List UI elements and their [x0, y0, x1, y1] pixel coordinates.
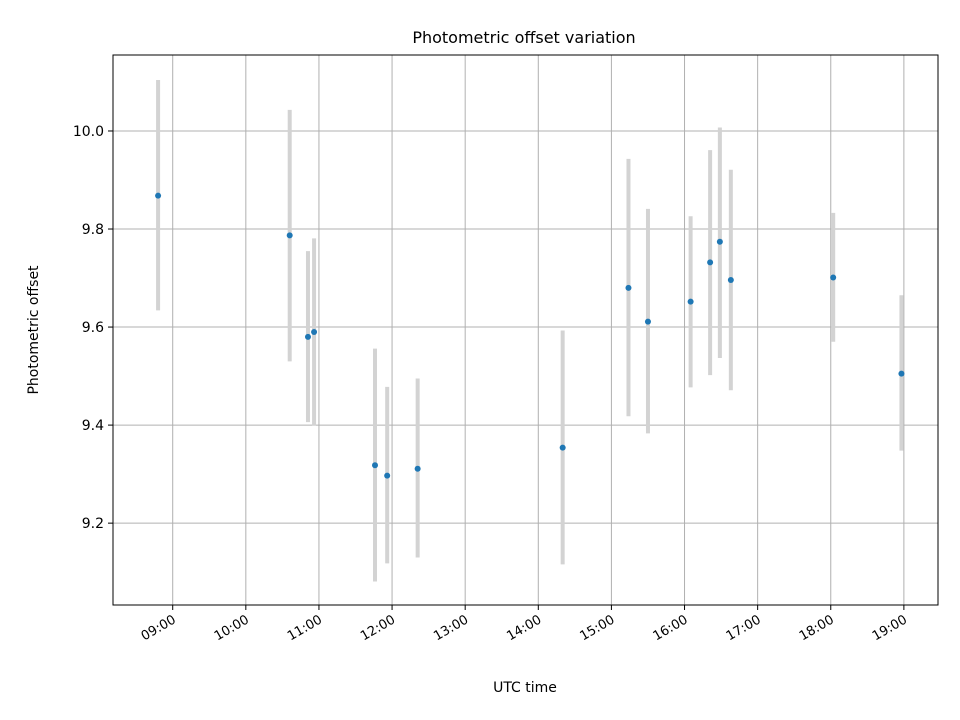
- y-tick-label: 9.4: [82, 418, 104, 434]
- y-tick-label: 10.0: [73, 124, 104, 140]
- data-point: [311, 328, 318, 335]
- data-point: [898, 370, 905, 377]
- data-point: [644, 318, 651, 325]
- y-tick-label: 9.8: [82, 222, 104, 238]
- data-point: [707, 259, 714, 266]
- y-tick-label: 9.2: [82, 516, 104, 532]
- data-point: [727, 277, 734, 283]
- data-point: [286, 232, 293, 239]
- data-point: [304, 333, 311, 340]
- data-point: [687, 298, 694, 305]
- x-tick-label: 19:00: [870, 612, 910, 644]
- x-tick-label: 09:00: [139, 612, 179, 644]
- x-axis-ticks: 09:00 10:00 11:00 12:00 13:00 14:00 15:00 16:00…: [139, 605, 910, 644]
- data-point: [384, 472, 391, 479]
- error-bars: [156, 80, 904, 582]
- data-point: [830, 274, 837, 281]
- x-axis-label: UTC time: [493, 680, 557, 696]
- x-tick-label: 17:00: [724, 612, 764, 644]
- x-tick-label: 10:00: [212, 612, 252, 644]
- data-point: [372, 462, 379, 469]
- x-tick-label: 16:00: [651, 612, 691, 644]
- x-tick-label: 18:00: [797, 612, 837, 644]
- grid-lines: [113, 55, 938, 605]
- y-axis-label: Photometric offset: [26, 265, 42, 395]
- plot-frame: [112, 54, 939, 606]
- chart-title: Photometric offset variation: [412, 28, 635, 47]
- x-tick-label: 12:00: [358, 612, 398, 644]
- y-axis-ticks: 9.2 9.4 9.6 9.8 10.0: [73, 124, 113, 532]
- x-tick-label: 14:00: [504, 612, 544, 644]
- x-tick-label: 15:00: [577, 612, 617, 644]
- data-point: [414, 465, 421, 472]
- data-point: [625, 284, 632, 291]
- x-tick-label: 13:00: [431, 612, 471, 644]
- data-point: [155, 192, 162, 199]
- x-tick-label: 11:00: [285, 612, 325, 644]
- y-tick-label: 9.6: [82, 320, 104, 336]
- data-points: [155, 192, 905, 479]
- data-point: [716, 238, 723, 245]
- data-point: [559, 444, 566, 451]
